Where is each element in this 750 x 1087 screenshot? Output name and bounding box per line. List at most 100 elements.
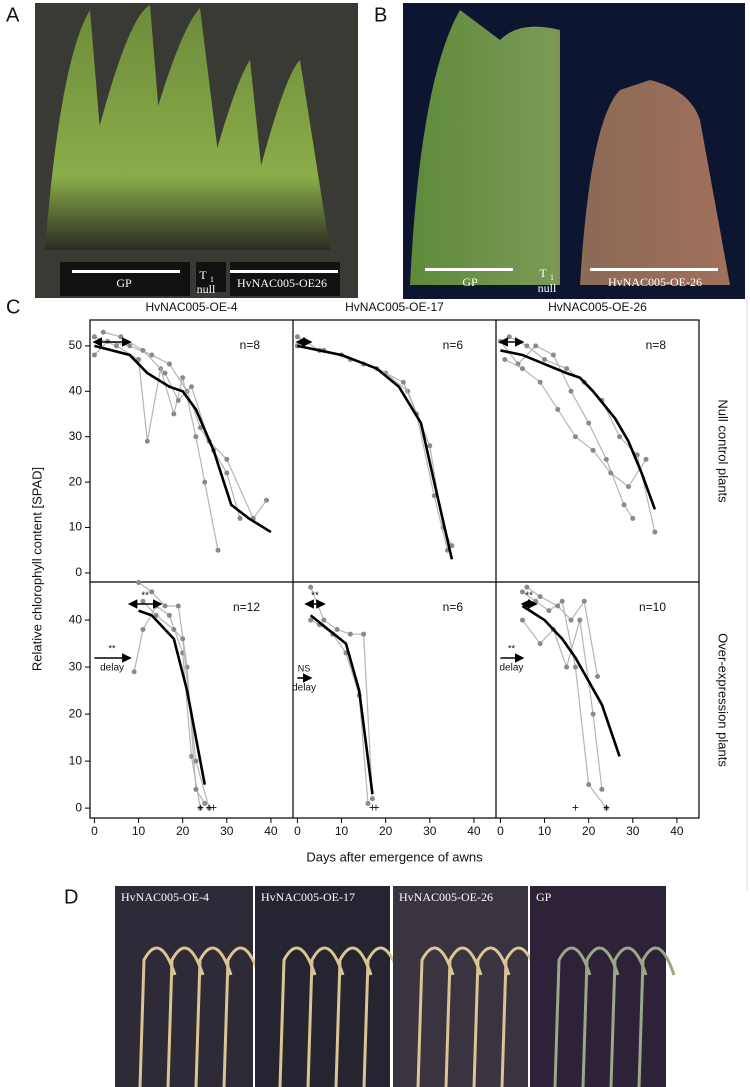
point bbox=[175, 397, 181, 403]
x-tick-label: 30 bbox=[626, 824, 640, 838]
x-axis-label: Days after emergence of awns bbox=[306, 849, 483, 864]
plant-line bbox=[521, 619, 603, 790]
point bbox=[621, 502, 627, 508]
point bbox=[131, 669, 137, 675]
point bbox=[197, 805, 203, 811]
x-tick-label: 10 bbox=[335, 824, 349, 838]
point bbox=[193, 758, 199, 764]
panel-label: D bbox=[64, 886, 78, 908]
panel-label: A bbox=[6, 4, 20, 26]
mean-line bbox=[500, 349, 657, 510]
point bbox=[625, 484, 631, 490]
point bbox=[586, 782, 592, 788]
point bbox=[524, 343, 530, 349]
point bbox=[193, 434, 199, 440]
point bbox=[568, 388, 574, 394]
plant-line bbox=[504, 358, 647, 488]
row-title: Over-expression plants bbox=[716, 633, 731, 767]
significance: ** bbox=[525, 591, 533, 602]
point bbox=[162, 370, 168, 376]
point bbox=[599, 786, 605, 792]
y-tick-label: 20 bbox=[69, 474, 83, 488]
delay-significance: NS bbox=[298, 663, 311, 673]
point bbox=[100, 329, 106, 335]
plus-mark: + bbox=[197, 800, 204, 814]
delay-significance: ** bbox=[508, 643, 516, 653]
x-tick-label: 0 bbox=[294, 824, 301, 838]
n-label: n=8 bbox=[646, 338, 667, 352]
mean-line bbox=[94, 344, 272, 534]
plants bbox=[410, 10, 730, 285]
point bbox=[590, 447, 596, 453]
point bbox=[617, 434, 623, 440]
photo-label: HvNAC005-OE-26 bbox=[399, 890, 493, 904]
photo-label: null bbox=[197, 282, 216, 296]
point bbox=[550, 352, 556, 358]
point bbox=[144, 438, 150, 444]
point bbox=[294, 334, 300, 340]
chart: HvNAC005-OE-4 HvNAC005-OE-17 HvNAC005-OE-2… bbox=[29, 300, 730, 864]
point bbox=[555, 603, 561, 609]
y-tick-label: 50 bbox=[69, 338, 83, 352]
y-tick-label: 40 bbox=[69, 383, 83, 397]
bar bbox=[425, 268, 513, 271]
point bbox=[113, 343, 119, 349]
point bbox=[206, 805, 212, 811]
photo bbox=[530, 886, 666, 1087]
plant-line bbox=[103, 331, 268, 520]
photo-label: GP bbox=[462, 275, 478, 289]
point bbox=[308, 584, 314, 590]
point bbox=[127, 343, 133, 349]
x-tick-label: 30 bbox=[423, 824, 437, 838]
point bbox=[91, 334, 97, 340]
plant-line bbox=[508, 336, 656, 533]
plus-mark: + bbox=[603, 800, 610, 814]
point bbox=[502, 357, 508, 363]
delay-label: delay bbox=[292, 683, 316, 694]
point bbox=[264, 497, 270, 503]
point bbox=[140, 347, 146, 353]
point bbox=[546, 608, 552, 614]
y-tick-label: 10 bbox=[69, 520, 83, 534]
photo-label: GP bbox=[536, 890, 552, 904]
x-tick-label: 10 bbox=[132, 824, 146, 838]
point bbox=[590, 711, 596, 717]
bar bbox=[590, 268, 718, 271]
point bbox=[400, 379, 406, 385]
plus-mark: + bbox=[210, 800, 217, 814]
plant-line bbox=[310, 586, 374, 799]
plus-mark: + bbox=[372, 800, 379, 814]
column-title: HvNAC005-OE-4 bbox=[145, 300, 237, 314]
point bbox=[572, 434, 578, 440]
plants bbox=[45, 5, 330, 250]
plant-line bbox=[142, 600, 210, 809]
y-tick-label: 0 bbox=[75, 800, 82, 814]
point bbox=[519, 366, 525, 372]
photo-label: GP bbox=[116, 276, 132, 290]
x-tick-label: 40 bbox=[264, 824, 278, 838]
point bbox=[215, 547, 221, 553]
point bbox=[369, 796, 375, 802]
plot-frame bbox=[89, 319, 700, 819]
bar bbox=[72, 270, 180, 273]
n-label: n=6 bbox=[443, 600, 464, 614]
plus-mark: + bbox=[206, 800, 213, 814]
panel-label: C bbox=[6, 296, 20, 318]
point bbox=[91, 352, 97, 358]
point bbox=[347, 631, 353, 637]
panel-label: B bbox=[374, 4, 387, 26]
point bbox=[533, 598, 539, 604]
column-title: HvNAC005-OE-26 bbox=[548, 300, 647, 314]
point bbox=[603, 805, 609, 811]
point bbox=[153, 612, 159, 618]
point bbox=[542, 357, 548, 363]
point bbox=[202, 800, 208, 806]
point bbox=[162, 603, 168, 609]
point bbox=[180, 375, 186, 381]
n-label: n=10 bbox=[639, 600, 666, 614]
point bbox=[581, 598, 587, 604]
photo-label: T bbox=[199, 268, 207, 282]
point bbox=[189, 753, 194, 759]
delay-label: delay bbox=[100, 663, 124, 674]
point bbox=[431, 493, 437, 499]
